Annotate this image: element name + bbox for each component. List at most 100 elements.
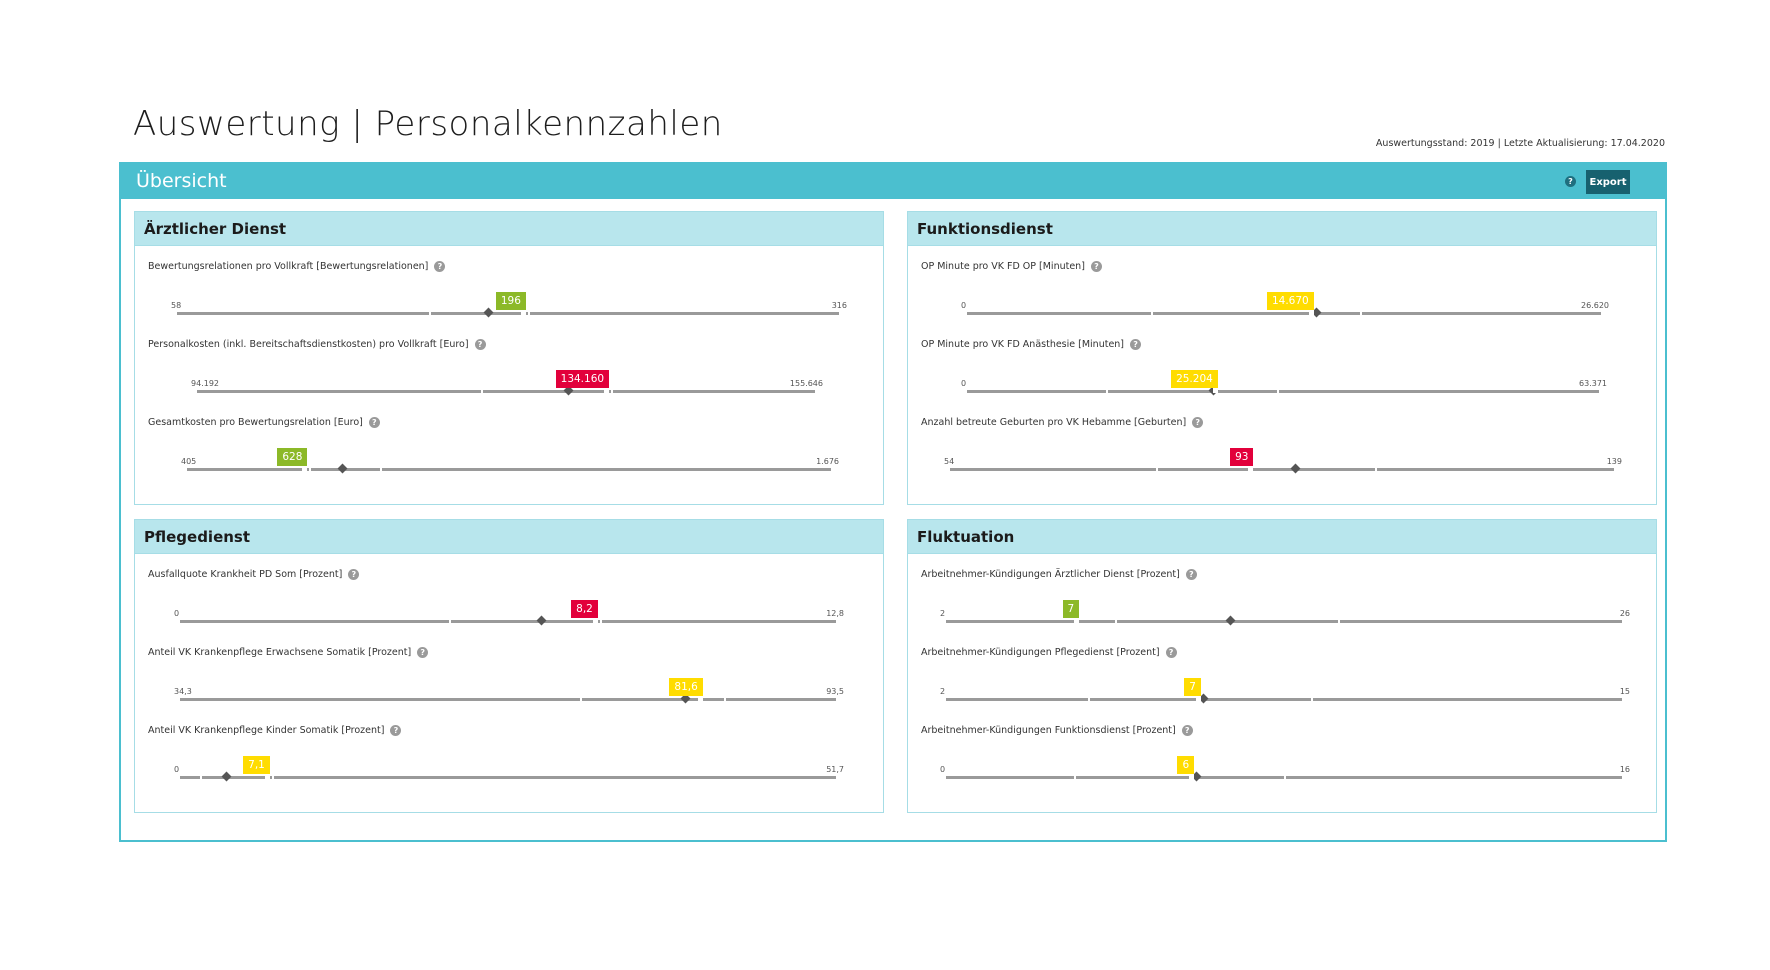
benchmark-track xyxy=(197,385,815,396)
benchmark-track xyxy=(180,771,836,782)
metric-row: OP Minute pro VK FD Anästhesie [Minuten]… xyxy=(908,326,1656,404)
range-max: 139 xyxy=(1606,457,1622,466)
range-min: 94.192 xyxy=(191,379,219,388)
quartile-tick xyxy=(1374,467,1377,472)
metric-label: Anteil VK Krankenpflege Kinder Somatik [… xyxy=(148,725,402,736)
help-icon[interactable]: ? xyxy=(1181,725,1193,736)
range-min: 0 xyxy=(961,379,967,388)
quartile-tick xyxy=(1106,389,1109,394)
export-button[interactable]: Export xyxy=(1586,170,1630,194)
metric-label-text: OP Minute pro VK FD OP [Minuten] xyxy=(921,261,1085,272)
value-badge: 196 xyxy=(495,292,526,315)
help-icon[interactable]: ? xyxy=(1165,647,1177,658)
benchmark-track xyxy=(967,307,1601,318)
panel-title: Übersicht xyxy=(136,170,227,192)
metric-row: Ausfallquote Krankheit PD Som [Prozent]?… xyxy=(135,556,883,634)
metric-label: OP Minute pro VK FD OP [Minuten]? xyxy=(921,261,1102,272)
value-badge: 7 xyxy=(1184,678,1201,701)
metric-label: Anzahl betreute Geburten pro VK Hebamme … xyxy=(921,417,1204,428)
quartile-tick xyxy=(599,619,602,624)
metric-label: Arbeitnehmer-Kündigungen Pflegedienst [P… xyxy=(921,647,1177,658)
metric-row: Anteil VK Krankenpflege Erwachsene Somat… xyxy=(135,634,883,712)
help-icon[interactable]: ? xyxy=(390,725,402,736)
range-min: 58 xyxy=(171,301,182,310)
range-min: 405 xyxy=(181,457,197,466)
help-icon[interactable]: ? xyxy=(1192,417,1204,428)
quartile-tick xyxy=(309,467,312,472)
metric-label: Bewertungsrelationen pro Vollkraft [Bewe… xyxy=(148,261,446,272)
value-badge: 7 xyxy=(1062,600,1080,623)
benchmark-track xyxy=(946,615,1622,626)
metric-label: OP Minute pro VK FD Anästhesie [Minuten]… xyxy=(921,339,1142,350)
benchmark-track xyxy=(946,771,1622,782)
range-max: 1.676 xyxy=(816,457,839,466)
metric-row: Arbeitnehmer-Kündigungen Funktionsdienst… xyxy=(908,712,1656,790)
quartile-tick xyxy=(428,311,431,316)
help-icon[interactable]: ? xyxy=(368,417,380,428)
range-max: 12,8 xyxy=(826,609,844,618)
metric-row: Arbeitnehmer-Kündigungen Ärztlicher Dien… xyxy=(908,556,1656,634)
help-icon[interactable]: ? xyxy=(1565,176,1576,187)
overview-panel: Übersicht ? Export Ärztlicher Dienst Bewe… xyxy=(119,162,1667,842)
range-min: 0 xyxy=(940,765,946,774)
benchmark-track xyxy=(180,693,836,704)
quartile-tick xyxy=(527,311,530,316)
value-badge: 25.204 xyxy=(1171,370,1218,393)
metric-label: Anteil VK Krankenpflege Erwachsene Somat… xyxy=(148,647,429,658)
metric-label: Arbeitnehmer-Kündigungen Ärztlicher Dien… xyxy=(921,569,1197,580)
card-1: Funktionsdienst OP Minute pro VK FD OP [M… xyxy=(907,211,1657,505)
metric-row: OP Minute pro VK FD OP [Minuten]? 0 26.620… xyxy=(908,248,1656,326)
value-badge: 81,6 xyxy=(669,678,704,701)
quartile-tick xyxy=(1338,619,1341,624)
metric-label-text: Personalkosten (inkl. Bereitschaftsdiens… xyxy=(148,339,469,350)
benchmark-track xyxy=(187,463,831,474)
range-max: 63.371 xyxy=(1579,379,1607,388)
metric-label-text: OP Minute pro VK FD Anästhesie [Minuten] xyxy=(921,339,1125,350)
help-icon[interactable]: ? xyxy=(1130,339,1142,350)
range-min: 0 xyxy=(174,609,180,618)
quartile-tick xyxy=(611,389,614,394)
quartile-tick xyxy=(1284,775,1286,780)
metric-label-text: Arbeitnehmer-Kündigungen Ärztlicher Dien… xyxy=(921,569,1180,580)
metric-label: Ausfallquote Krankheit PD Som [Prozent]? xyxy=(148,569,360,580)
help-icon[interactable]: ? xyxy=(348,569,360,580)
median-marker xyxy=(337,463,347,474)
range-max: 16 xyxy=(1619,765,1630,774)
median-marker xyxy=(483,307,494,318)
card-2: Pflegedienst Ausfallquote Krankheit PD So… xyxy=(134,519,884,813)
metric-label-text: Anteil VK Krankenpflege Kinder Somatik [… xyxy=(148,725,385,736)
range-max: 26 xyxy=(1619,609,1630,618)
metric-row: Anteil VK Krankenpflege Kinder Somatik [… xyxy=(135,712,883,790)
value-badge: 6 xyxy=(1177,756,1195,779)
quartile-tick xyxy=(1155,467,1158,472)
help-icon[interactable]: ? xyxy=(1185,569,1197,580)
panel-header: Übersicht ? Export xyxy=(121,164,1665,199)
card-header: Pflegedienst xyxy=(135,520,883,554)
help-icon[interactable]: ? xyxy=(474,339,486,350)
benchmark-track xyxy=(950,463,1614,474)
value-badge: 7,1 xyxy=(243,756,270,779)
range-max: 15 xyxy=(1619,687,1630,696)
quartile-tick xyxy=(1115,619,1117,624)
metric-label: Personalkosten (inkl. Bereitschaftsdiens… xyxy=(148,339,486,350)
metric-label: Gesamtkosten pro Bewertungsrelation [Eur… xyxy=(148,417,380,428)
benchmark-track xyxy=(967,385,1599,396)
metric-label-text: Arbeitnehmer-Kündigungen Pflegedienst [P… xyxy=(921,647,1160,658)
quartile-tick xyxy=(724,697,727,702)
range-min: 34,3 xyxy=(174,687,192,696)
range-min: 2 xyxy=(940,687,946,696)
metric-row: Gesamtkosten pro Bewertungsrelation [Eur… xyxy=(135,404,883,482)
help-icon[interactable]: ? xyxy=(417,647,429,658)
range-min: 2 xyxy=(940,609,946,618)
help-icon[interactable]: ? xyxy=(434,261,446,272)
value-badge: 93 xyxy=(1230,448,1254,471)
metric-row: Personalkosten (inkl. Bereitschaftsdiens… xyxy=(135,326,883,404)
page-title: Auswertung | Personalkennzahlen xyxy=(133,104,723,144)
card-header: Ärztlicher Dienst xyxy=(135,212,883,246)
value-badge: 134.160 xyxy=(555,370,610,393)
value-badge: 8,2 xyxy=(571,600,598,623)
range-max: 316 xyxy=(831,301,847,310)
value-badge: 14.670 xyxy=(1266,292,1314,315)
help-icon[interactable]: ? xyxy=(1090,261,1102,272)
range-max: 155.646 xyxy=(789,379,823,388)
